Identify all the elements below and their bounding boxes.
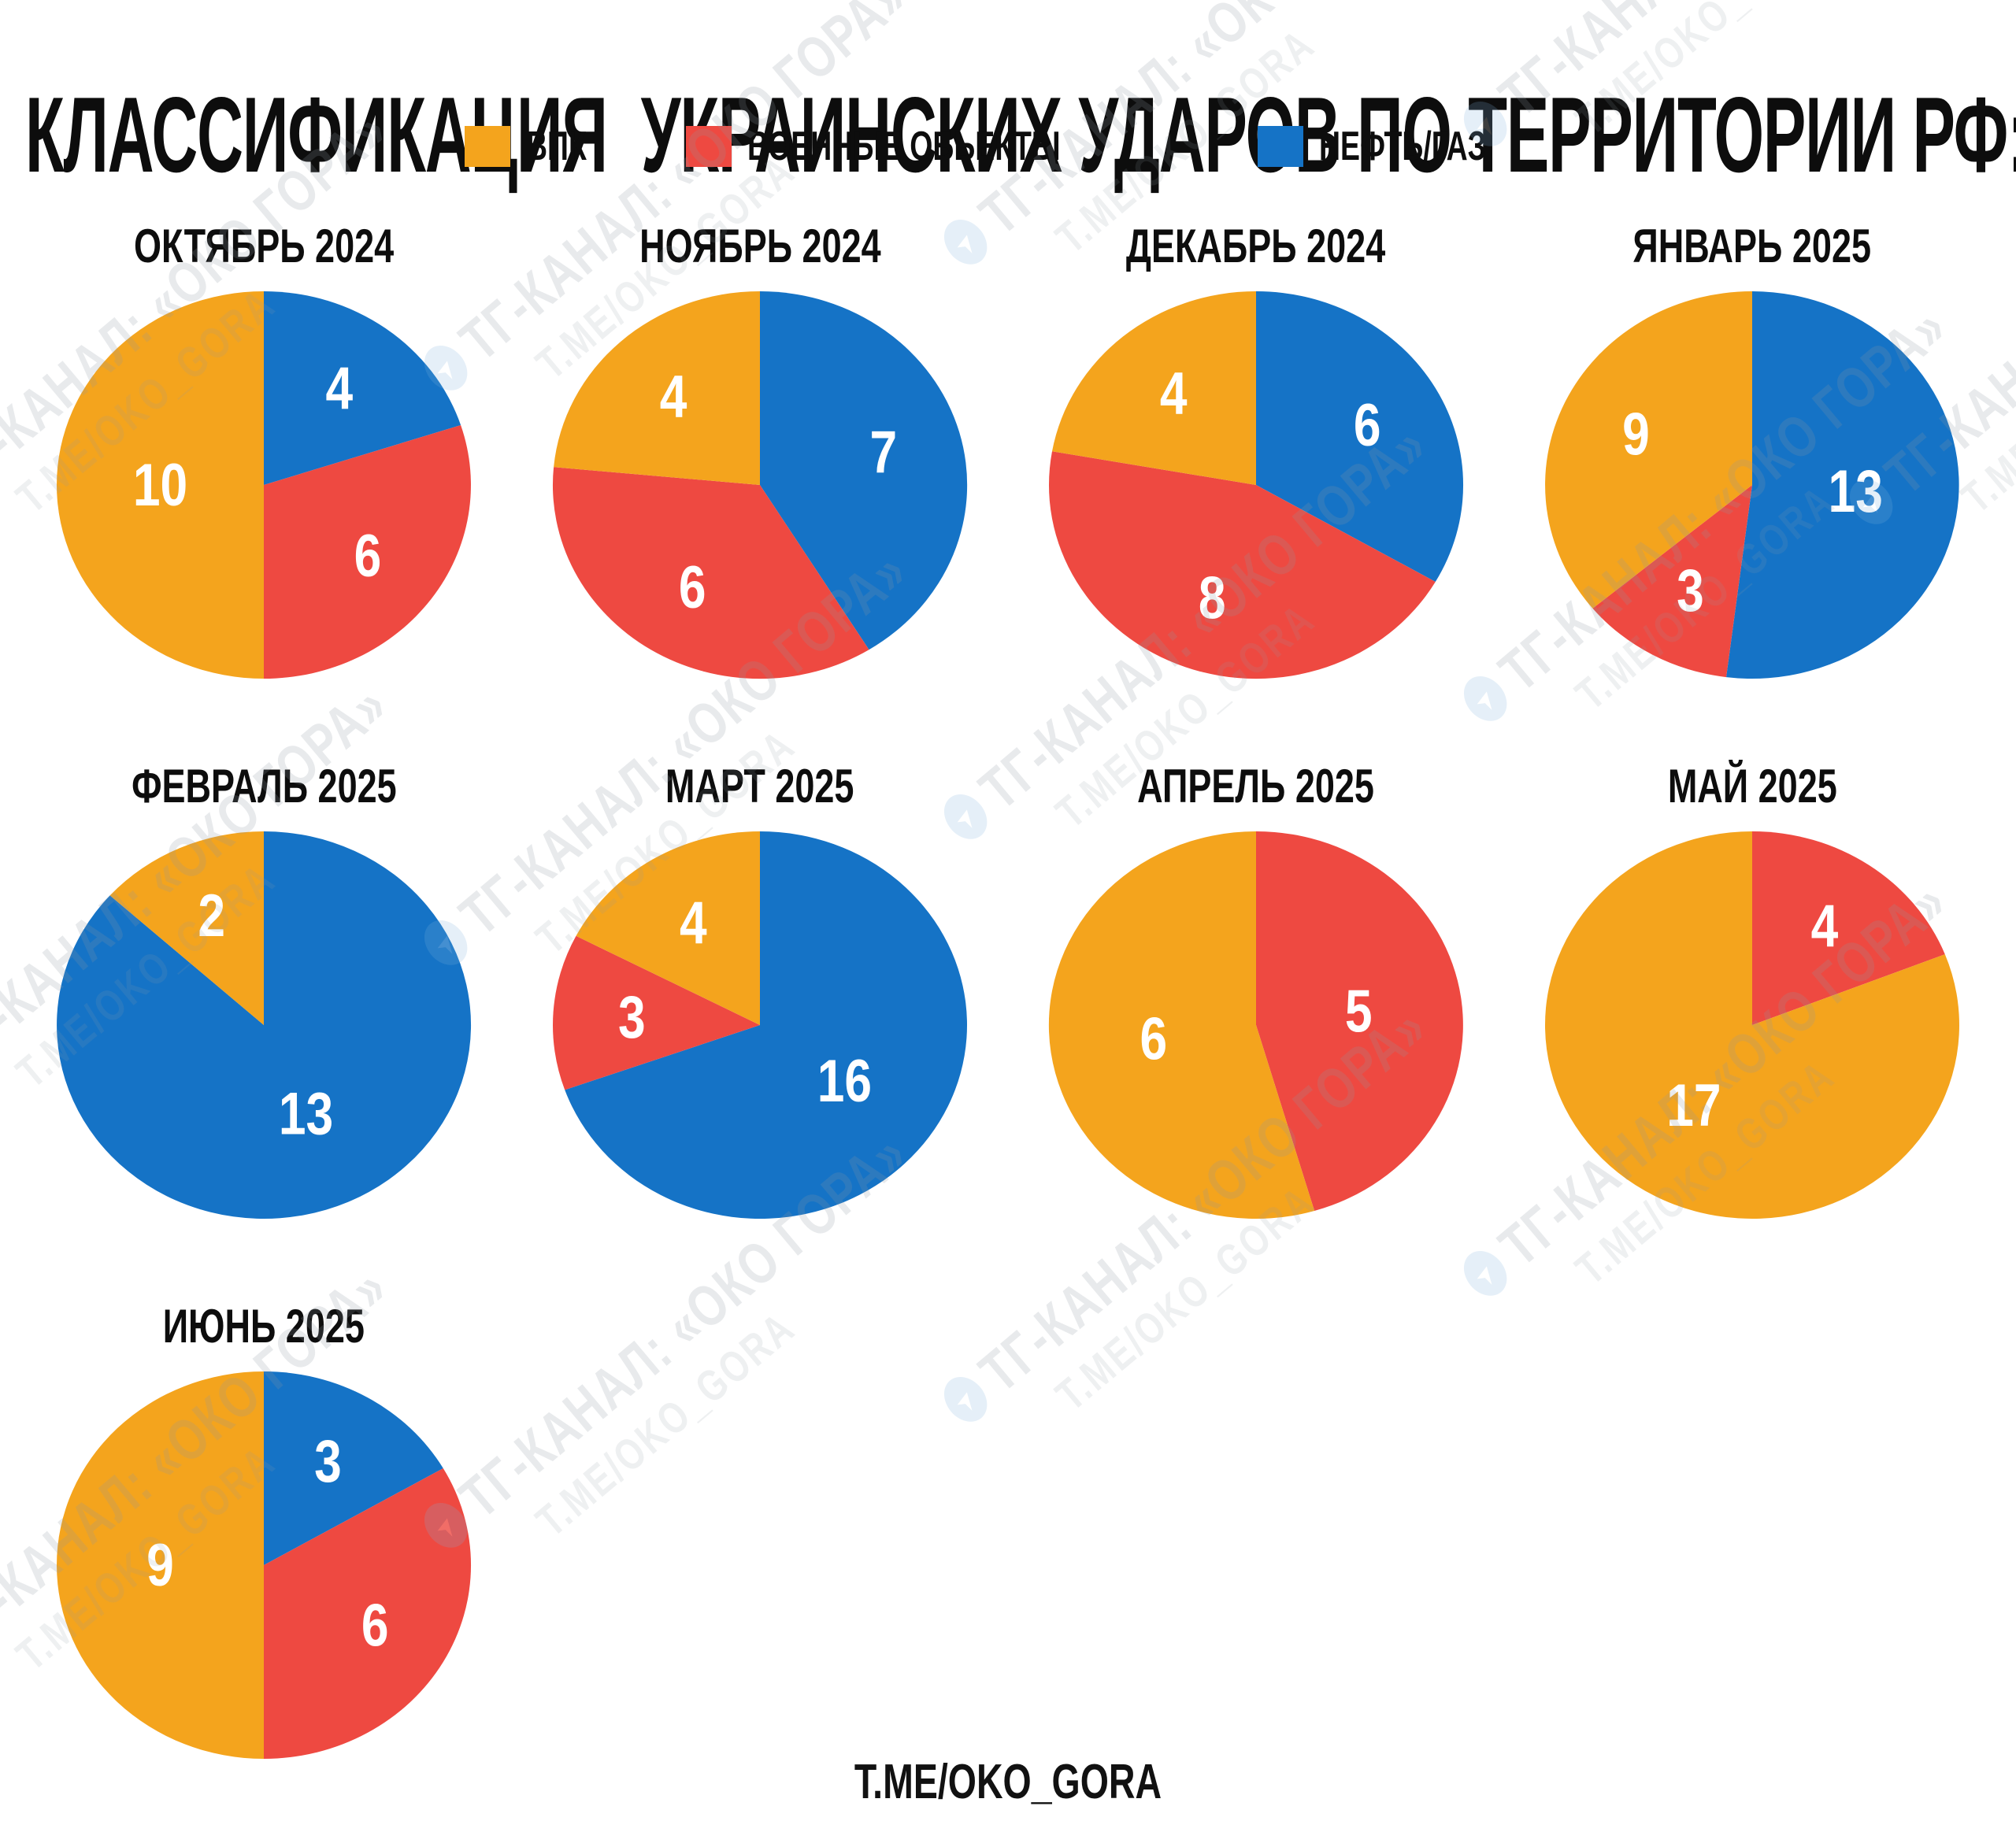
pie-slice-military_objects — [1592, 485, 1752, 678]
pie-slice-vpk — [554, 291, 760, 485]
pie-month-title: ДЕКАБРЬ 2024 — [1126, 219, 1386, 272]
pie-slice-military_objects — [264, 1468, 472, 1759]
pie-slice-value-label: 7 — [869, 419, 897, 486]
pie-slice-value-label: 6 — [361, 1592, 389, 1659]
pie-slice-oil_gas — [760, 291, 968, 650]
legend-item-oil-gas: НЕФТЬ/ГАЗ — [1258, 123, 1551, 170]
pie-chart: ДЕКАБРЬ 2024 6 8 4 — [1043, 220, 1469, 682]
legend-item-military-objects: ВОЕННЫЕ ОБЬЕКТЫ — [685, 123, 1182, 170]
pie-slice-value-label: 3 — [618, 983, 646, 1050]
pie-slice-value-label: 5 — [1345, 978, 1373, 1045]
pie-slice-value-label: 4 — [680, 889, 707, 956]
pie-slice-military_objects — [1256, 831, 1463, 1211]
pie-month-title: ЯНВАРЬ 2025 — [1632, 219, 1872, 272]
legend-swatch-military-objects-icon — [685, 126, 732, 167]
pie-slice-oil_gas — [565, 831, 968, 1219]
pie-slice-value-label: 3 — [1677, 557, 1704, 624]
pie-slice-vpk — [1052, 291, 1256, 485]
pie-slice-military_objects — [1752, 831, 1945, 1025]
pie-slice-vpk — [57, 291, 264, 679]
legend-swatch-vpk-icon — [465, 126, 511, 167]
pie-slice-value-label: 8 — [1199, 564, 1226, 631]
pie-slice-value-label: 4 — [1160, 360, 1188, 427]
legend-label-military-objects: ВОЕННЫЕ ОБЬЕКТЫ — [747, 124, 1061, 169]
pie-chart: ФЕВРАЛЬ 2025 13 2 — [51, 759, 476, 1222]
charts-grid: ОКТЯБРЬ 2024 4 6 10 НОЯБРЬ 2024 7 6 4 ДЕКАБР… — [16, 220, 2000, 1762]
pie-slice-value-label: 9 — [146, 1531, 174, 1598]
pie-month-title: НОЯБРЬ 2024 — [639, 219, 881, 272]
pie-slice-value-label: 10 — [133, 451, 187, 518]
pie-chart: МАЙ 2025 4 17 — [1540, 759, 1965, 1222]
pie-slice-vpk — [1545, 291, 1752, 609]
pie-slice-vpk — [1048, 831, 1315, 1219]
pie-slice-oil_gas — [264, 291, 461, 485]
pie-slice-oil_gas — [1256, 291, 1464, 582]
pie-month-title: АПРЕЛЬ 2025 — [1137, 759, 1375, 812]
pie-svg: 13 3 9 — [1545, 291, 1959, 679]
pie-slice-value-label: 4 — [1811, 892, 1839, 959]
pie-slice-value-label: 6 — [1354, 391, 1381, 458]
footer-channel-url: T.ME/OKO_GORA — [854, 1755, 1162, 1809]
pie-slice-value-label: 6 — [679, 553, 706, 620]
pie-svg: 7 6 4 — [552, 291, 968, 679]
pie-svg: 4 6 10 — [57, 291, 471, 679]
pie-slice-military_objects — [552, 467, 869, 679]
pie-slice-oil_gas — [57, 831, 472, 1219]
pie-chart: НОЯБРЬ 2024 7 6 4 — [547, 220, 973, 682]
pie-month-title: ИЮНЬ 2025 — [162, 1299, 365, 1353]
pie-svg: 56 — [1048, 831, 1463, 1219]
legend-swatch-oil-gas-icon — [1258, 126, 1304, 167]
pie-slice-military_objects — [1048, 451, 1436, 679]
pie-svg: 3 6 9 — [57, 1371, 472, 1759]
pie-svg: 6 8 4 — [1048, 291, 1464, 679]
pie-slice-value-label: 2 — [198, 882, 225, 949]
pie-slice-military_objects — [553, 935, 760, 1090]
pie-slice-military_objects — [264, 425, 471, 679]
legend-item-vpk: ВПК — [465, 123, 610, 170]
pie-slice-oil_gas — [1726, 291, 1959, 679]
pie-month-title: ФЕВРАЛЬ 2025 — [131, 759, 397, 812]
pie-slice-value-label: 9 — [1622, 400, 1650, 467]
pie-slice-value-label: 6 — [1140, 1005, 1167, 1072]
pie-slice-value-label: 3 — [314, 1427, 342, 1494]
legend-label-oil-gas: НЕФТЬ/ГАЗ — [1319, 124, 1487, 169]
pie-chart: ИЮНЬ 2025 3 6 9 — [51, 1299, 476, 1762]
pie-chart: ЯНВАРЬ 2025 13 3 9 — [1540, 220, 1965, 682]
legend-label-vpk: ВПК — [526, 124, 587, 169]
pie-slice-value-label: 6 — [354, 522, 382, 589]
pie-slice-oil_gas — [264, 1371, 443, 1565]
pie-svg: 13 2 — [57, 831, 472, 1219]
pie-slice-value-label: 13 — [279, 1080, 333, 1147]
pie-slice-value-label: 16 — [817, 1047, 872, 1114]
pie-slice-vpk — [57, 1371, 264, 1759]
pie-slice-value-label: 4 — [660, 363, 687, 430]
pie-slice-vpk — [1544, 831, 1959, 1219]
pie-chart: МАРТ 2025 16 3 4 — [547, 759, 973, 1222]
pie-slice-vpk — [576, 831, 760, 1025]
pie-slice-value-label: 13 — [1829, 457, 1883, 524]
pie-month-title: МАЙ 2025 — [1667, 759, 1837, 812]
pie-month-title: МАРТ 2025 — [665, 759, 854, 812]
page-title: КЛАССИФИКАЦИЯ УКРАИНСКИХ УДАРОВ ПО ТЕРРИ… — [25, 75, 2016, 195]
pie-chart: ОКТЯБРЬ 2024 4 6 10 — [51, 220, 476, 682]
pie-slice-value-label: 4 — [325, 354, 353, 421]
pie-month-title: ОКТЯБРЬ 2024 — [133, 219, 395, 272]
legend: ВПК ВОЕННЫЕ ОБЬЕКТЫ НЕФТЬ/ГАЗ — [0, 123, 2016, 170]
pie-svg: 4 17 — [1544, 831, 1959, 1219]
pie-slice-value-label: 17 — [1666, 1072, 1721, 1138]
pie-slice-vpk — [109, 831, 264, 1025]
